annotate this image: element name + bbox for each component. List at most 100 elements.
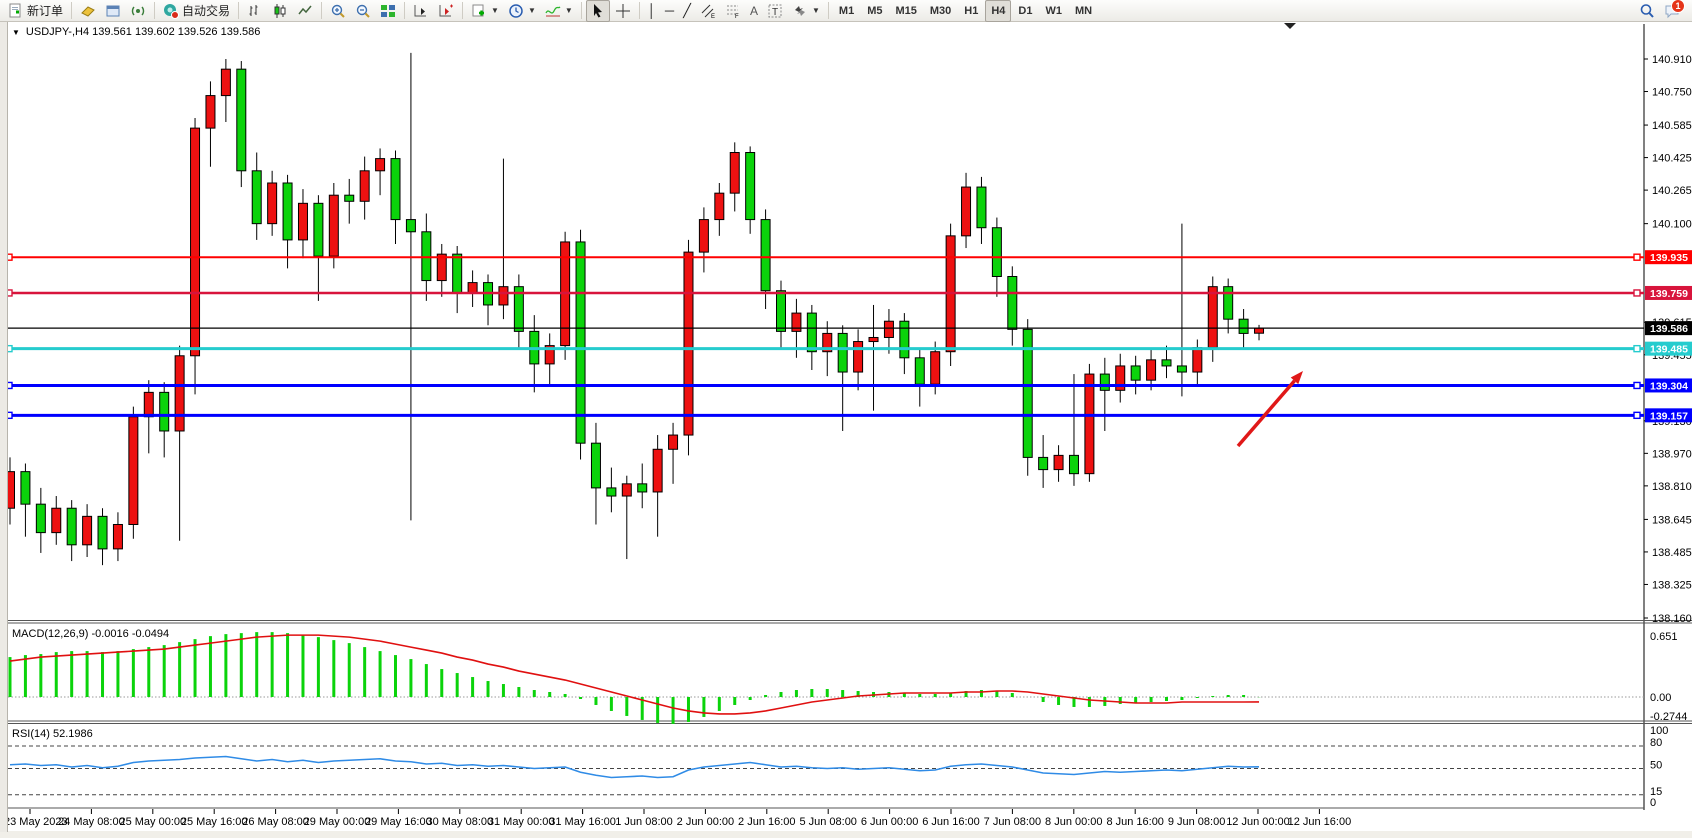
- new-chart-button[interactable]: ▼: [467, 0, 503, 22]
- chart-profile-button[interactable]: [409, 0, 433, 22]
- period-clock-icon: [509, 3, 523, 18]
- vertical-line-button[interactable]: │: [644, 0, 660, 22]
- zoom-out-button[interactable]: [351, 0, 375, 22]
- autotrade-button[interactable]: 自动交易: [159, 0, 234, 22]
- trendline-button[interactable]: ╱: [679, 0, 695, 22]
- indicators-button[interactable]: ▼: [541, 0, 577, 22]
- svg-text:140.425: 140.425: [1652, 153, 1692, 165]
- cursor-icon: [593, 3, 602, 17]
- period-button[interactable]: ▼: [504, 0, 540, 22]
- timeframe-d1-button[interactable]: D1: [1018, 4, 1033, 17]
- svg-text:140.585: 140.585: [1652, 120, 1692, 132]
- timeframe-m5-button[interactable]: M5: [867, 4, 883, 17]
- arrow-objects-button[interactable]: ▼: [788, 0, 824, 22]
- bar-chart-button[interactable]: [243, 0, 267, 22]
- svg-text:138.970: 138.970: [1652, 448, 1692, 460]
- svg-text:140.100: 140.100: [1652, 219, 1692, 231]
- timeframe-w1-button[interactable]: W1: [1045, 4, 1062, 17]
- svg-text:0.651: 0.651: [1650, 631, 1678, 643]
- crosshair-button[interactable]: [611, 0, 635, 22]
- text-label-button[interactable]: T: [763, 0, 787, 22]
- indicators-icon: [545, 5, 561, 16]
- candlestick-button[interactable]: [268, 0, 292, 22]
- timeframe-mn-button[interactable]: MN: [1074, 4, 1093, 17]
- chevron-down-icon: ▼: [811, 6, 820, 15]
- search-button[interactable]: [1635, 0, 1659, 22]
- svg-text:140.910: 140.910: [1652, 54, 1692, 66]
- new-order-button[interactable]: 新订单: [4, 0, 67, 22]
- toolbar-separator: [321, 2, 323, 19]
- price-badge: [1645, 341, 1692, 356]
- svg-text:12 Jun 00:00: 12 Jun 00:00: [1226, 816, 1290, 828]
- timeframe-m1-button[interactable]: M1: [838, 4, 855, 17]
- trendline-icon: ╱: [683, 3, 691, 18]
- crosshair-icon: [615, 3, 630, 18]
- ticket-button[interactable]: [76, 0, 100, 22]
- svg-text:12 Jun 16:00: 12 Jun 16:00: [1288, 816, 1352, 828]
- rsi-line: [9, 755, 1260, 779]
- chevron-down-icon: ▼: [527, 6, 536, 15]
- svg-text:0.00: 0.00: [1650, 692, 1671, 704]
- level-handle: [1633, 344, 1641, 353]
- svg-text:8 Jun 16:00: 8 Jun 16:00: [1106, 816, 1164, 828]
- zoom-in-button[interactable]: [326, 0, 350, 22]
- price-badge: [1645, 321, 1692, 336]
- text-button[interactable]: A: [746, 0, 762, 22]
- svg-text:139.759: 139.759: [1650, 288, 1688, 300]
- svg-text:139.485: 139.485: [1650, 344, 1688, 356]
- svg-text:7 Jun 08:00: 7 Jun 08:00: [984, 816, 1042, 828]
- zoom-in-icon: [331, 4, 345, 18]
- level-handle: [1633, 253, 1641, 261]
- macd-pane: MACD(12,26,9) -0.0016 -0.0494 0.651 0.00 -0…: [8, 628, 1687, 724]
- timeframe-h4-button[interactable]: H4: [985, 0, 1012, 22]
- svg-text:138.485: 138.485: [1652, 547, 1692, 559]
- timeframe-h1-button[interactable]: H1: [964, 4, 979, 17]
- level-lines[interactable]: 139.935 139.759 139.586 139.485 139.304 139.1…: [5, 250, 1692, 423]
- timeframe-m30-button[interactable]: M30: [929, 4, 952, 17]
- svg-text:138.810: 138.810: [1652, 481, 1692, 493]
- fibonacci-button[interactable]: F: [721, 0, 745, 22]
- toolbar-separator: [580, 2, 582, 19]
- svg-text:T: T: [772, 7, 778, 18]
- svg-text:139.304: 139.304: [1650, 380, 1688, 392]
- signal-icon: [131, 6, 145, 15]
- svg-text:15: 15: [1650, 786, 1662, 798]
- level-handle: [1633, 381, 1641, 390]
- timeframe-m15-button[interactable]: M15: [895, 4, 917, 17]
- toolbar-separator: [827, 2, 829, 19]
- new-order-label: 新订单: [27, 4, 64, 18]
- new-order-icon: [9, 3, 21, 17]
- svg-text:29 May 16:00: 29 May 16:00: [365, 816, 432, 828]
- toolbar-separator: [238, 2, 240, 19]
- svg-text:138.325: 138.325: [1652, 579, 1692, 591]
- equidistant-channel-icon: E: [701, 4, 715, 19]
- signal-button[interactable]: [126, 0, 150, 22]
- svg-text:6 Jun 16:00: 6 Jun 16:00: [922, 816, 980, 828]
- toolbar-separator: [71, 2, 73, 19]
- svg-text:23 May 2023: 23 May 2023: [4, 816, 68, 828]
- equidistant-channel-button[interactable]: E: [696, 0, 720, 22]
- cursor-button[interactable]: [585, 0, 610, 22]
- line-chart-icon: [298, 5, 312, 14]
- market-watch-button[interactable]: [101, 0, 125, 22]
- tile-windows-button[interactable]: [376, 0, 400, 22]
- svg-text:80: 80: [1650, 737, 1662, 749]
- new-chart-icon: [472, 4, 485, 16]
- svg-text:F: F: [735, 14, 739, 19]
- svg-text:24 May 08:00: 24 May 08:00: [58, 816, 125, 828]
- price-badge: [1645, 250, 1692, 265]
- notifications-button[interactable]: 1: [1660, 0, 1685, 22]
- autoscroll-marker-icon[interactable]: [1284, 23, 1296, 29]
- toolbar-separator: [154, 2, 156, 19]
- line-chart-button[interactable]: [293, 0, 317, 22]
- annotation-arrow[interactable]: [1236, 371, 1303, 448]
- chart-profile-next-button[interactable]: [434, 0, 458, 22]
- svg-text:8 Jun 00:00: 8 Jun 00:00: [1045, 816, 1103, 828]
- svg-text:25 May 00:00: 25 May 00:00: [119, 816, 186, 828]
- horizontal-line-button[interactable]: ─: [661, 0, 678, 22]
- chart-menu-arrow-icon[interactable]: ▼: [12, 27, 20, 37]
- price-badge: [1645, 408, 1692, 423]
- svg-text:2 Jun 16:00: 2 Jun 16:00: [738, 816, 796, 828]
